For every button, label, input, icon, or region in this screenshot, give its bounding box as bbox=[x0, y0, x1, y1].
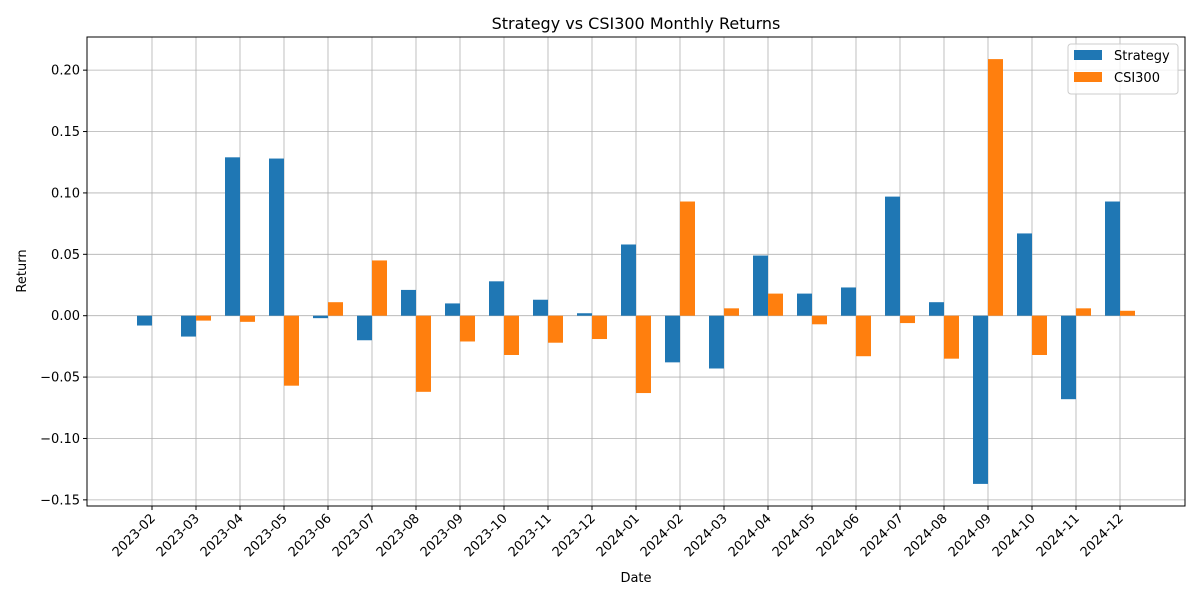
bar-csi300-2024-09 bbox=[988, 59, 1003, 316]
bar-strategy-2023-11 bbox=[533, 299, 548, 316]
y-axis: −0.15 −0.10 −0.05 0.00 0.05 0.10 0.15 0.20 bbox=[40, 64, 87, 508]
bar-csi300-2024-06 bbox=[856, 315, 871, 357]
bar-csi300-2024-12 bbox=[1120, 310, 1135, 316]
legend: Strategy CSI300 bbox=[1067, 43, 1179, 95]
x-tick-label: 2023-12 bbox=[550, 511, 599, 560]
bar-csi300-2023-12 bbox=[592, 315, 607, 340]
x-tick-label: 2024-01 bbox=[594, 511, 643, 560]
bar-strategy-2024-07 bbox=[885, 196, 900, 316]
x-axis-label: Date bbox=[620, 571, 651, 586]
bar-strategy-2024-09 bbox=[973, 315, 988, 484]
x-tick-label: 2023-10 bbox=[462, 511, 511, 560]
x-tick-label: 2024-02 bbox=[638, 511, 687, 560]
x-tick-label: 2023-05 bbox=[242, 511, 291, 560]
bar-strategy-2023-12 bbox=[577, 313, 592, 316]
bar-strategy-2024-03 bbox=[709, 315, 724, 369]
x-tick-label: 2024-11 bbox=[1034, 511, 1083, 560]
bar-strategy-2024-04 bbox=[753, 255, 768, 316]
bar-csi300-2023-04 bbox=[240, 315, 255, 322]
x-tick-label: 2024-12 bbox=[1078, 511, 1127, 560]
x-tick-label: 2023-07 bbox=[330, 511, 379, 560]
y-tick-label: 0.20 bbox=[51, 64, 80, 79]
bar-strategy-2024-08 bbox=[929, 302, 944, 316]
bar-strategy-2024-06 bbox=[841, 287, 856, 316]
bar-strategy-2023-07 bbox=[357, 315, 372, 341]
bar-csi300-2023-10 bbox=[504, 315, 519, 355]
x-tick-label: 2023-06 bbox=[286, 511, 335, 560]
bar-csi300-2024-11 bbox=[1076, 308, 1091, 316]
bars bbox=[137, 59, 1135, 484]
bar-strategy-2023-09 bbox=[445, 303, 460, 316]
x-tick-label: 2024-07 bbox=[858, 511, 907, 560]
bar-strategy-2024-12 bbox=[1105, 201, 1120, 316]
y-tick-label: 0.15 bbox=[51, 125, 80, 140]
bar-strategy-2023-08 bbox=[401, 289, 416, 316]
x-tick-label: 2023-09 bbox=[418, 511, 467, 560]
x-tick-label: 2024-08 bbox=[902, 511, 951, 560]
bar-strategy-2023-04 bbox=[225, 157, 240, 316]
bar-strategy-2023-02 bbox=[137, 315, 152, 326]
chart-title: Strategy vs CSI300 Monthly Returns bbox=[492, 14, 781, 33]
bar-strategy-2024-11 bbox=[1061, 315, 1076, 400]
x-tick-label: 2024-03 bbox=[682, 511, 731, 560]
bar-csi300-2024-07 bbox=[900, 315, 915, 324]
bar-csi300-2023-09 bbox=[460, 315, 475, 342]
y-tick-label: 0.10 bbox=[51, 186, 80, 201]
x-axis: 2023-022023-032023-042023-052023-062023-… bbox=[110, 506, 1127, 560]
x-tick-label: 2024-06 bbox=[814, 511, 863, 560]
y-axis-label: Return bbox=[15, 249, 30, 292]
legend-swatch-csi300 bbox=[1074, 72, 1102, 82]
x-tick-label: 2024-10 bbox=[990, 511, 1039, 560]
y-tick-label: 0.00 bbox=[51, 309, 80, 324]
bar-strategy-2023-03 bbox=[181, 315, 196, 337]
bar-csi300-2024-03 bbox=[724, 308, 739, 316]
x-tick-label: 2024-09 bbox=[946, 511, 995, 560]
legend-swatch-strategy bbox=[1074, 50, 1102, 60]
bar-csi300-2024-10 bbox=[1032, 315, 1047, 355]
bar-strategy-2024-10 bbox=[1017, 233, 1032, 316]
bar-csi300-2024-02 bbox=[680, 201, 695, 316]
legend-label-csi300: CSI300 bbox=[1114, 71, 1160, 86]
bar-strategy-2023-05 bbox=[269, 158, 284, 316]
y-tick-label: −0.05 bbox=[40, 371, 80, 386]
x-tick-label: 2024-04 bbox=[726, 511, 775, 560]
bar-csi300-2024-05 bbox=[812, 315, 827, 325]
bar-strategy-2024-01 bbox=[621, 244, 636, 316]
y-tick-label: −0.10 bbox=[40, 432, 80, 447]
bar-strategy-2024-02 bbox=[665, 315, 680, 363]
x-tick-label: 2023-03 bbox=[154, 511, 203, 560]
bar-csi300-2023-06 bbox=[328, 302, 343, 316]
x-tick-label: 2023-11 bbox=[506, 511, 555, 560]
x-tick-label: 2023-02 bbox=[110, 511, 159, 560]
x-tick-label: 2024-05 bbox=[770, 511, 819, 560]
bar-csi300-2023-11 bbox=[548, 315, 563, 343]
y-tick-label: −0.15 bbox=[40, 493, 80, 508]
bar-csi300-2023-07 bbox=[372, 260, 387, 316]
bar-csi300-2023-05 bbox=[284, 315, 299, 386]
bar-csi300-2024-08 bbox=[944, 315, 959, 359]
bar-csi300-2024-01 bbox=[636, 315, 651, 394]
x-tick-label: 2023-08 bbox=[374, 511, 423, 560]
y-tick-label: 0.05 bbox=[51, 248, 80, 263]
bar-strategy-2023-06 bbox=[313, 315, 328, 319]
bar-strategy-2023-10 bbox=[489, 281, 504, 316]
bar-csi300-2024-04 bbox=[768, 293, 783, 316]
legend-label-strategy: Strategy bbox=[1114, 49, 1170, 64]
x-tick-label: 2023-04 bbox=[198, 511, 247, 560]
bar-csi300-2023-08 bbox=[416, 315, 431, 392]
bar-csi300-2023-03 bbox=[196, 315, 211, 321]
bar-strategy-2024-05 bbox=[797, 293, 812, 316]
